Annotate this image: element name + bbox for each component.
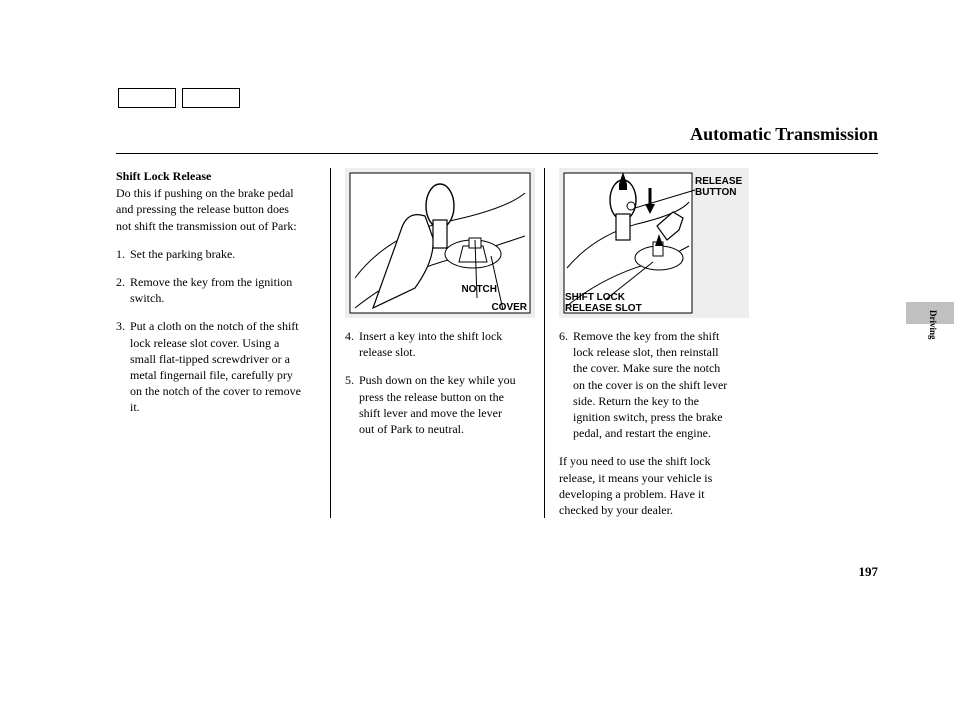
step-text: Put a cloth on the notch of the shift lo… <box>130 318 306 415</box>
steps-6: 6. Remove the key from the shift lock re… <box>559 328 734 441</box>
steps-4-5: 4. Insert a key into the shift lock rele… <box>345 328 520 437</box>
step-2: 2. Remove the key from the ignition swit… <box>116 274 306 306</box>
step-text: Remove the key from the shift lock relea… <box>573 328 734 441</box>
step-num: 5. <box>345 372 359 437</box>
step-3: 3. Put a cloth on the notch of the shift… <box>116 318 306 415</box>
step-num: 6. <box>559 328 573 441</box>
callout-cover: COVER <box>491 301 527 315</box>
page-title: Automatic Transmission <box>116 124 900 145</box>
step-1: 1. Set the parking brake. <box>116 246 306 262</box>
shift-lock-heading: Shift Lock Release <box>116 168 306 184</box>
step-text: Remove the key from the ignition switch. <box>130 274 306 306</box>
step-text: Insert a key into the shift lock release… <box>359 328 520 360</box>
header-box-2 <box>182 88 240 108</box>
step-num: 4. <box>345 328 359 360</box>
step-6: 6. Remove the key from the shift lock re… <box>559 328 734 441</box>
step-text: Set the parking brake. <box>130 246 306 262</box>
closing-paragraph: If you need to use the shift lock releas… <box>559 453 734 518</box>
step-num: 1. <box>116 246 130 262</box>
title-rule <box>116 153 878 154</box>
content-columns: Shift Lock Release Do this if pushing on… <box>116 168 900 518</box>
side-label: Driving <box>928 310 938 340</box>
step-4: 4. Insert a key into the shift lock rele… <box>345 328 520 360</box>
callout-notch: NOTCH <box>461 283 497 297</box>
column-3: RELEASE BUTTON SHIFT LOCK RELEASE SLOT 6… <box>544 168 744 518</box>
manual-page: Automatic Transmission Shift Lock Releas… <box>0 0 954 710</box>
header-boxes <box>118 88 240 108</box>
step-num: 3. <box>116 318 130 415</box>
intro-paragraph: Do this if pushing on the brake pedal an… <box>116 185 306 234</box>
callout-release-slot: SHIFT LOCK RELEASE SLOT <box>565 292 645 314</box>
notch-cover-illustration <box>345 168 535 318</box>
diagram-notch-cover: NOTCH COVER <box>345 168 535 318</box>
callout-release-button: RELEASE BUTTON <box>695 176 743 198</box>
step-text: Push down on the key while you press the… <box>359 372 520 437</box>
header-box-1 <box>118 88 176 108</box>
page-number: 197 <box>859 564 879 580</box>
steps-1-3: 1. Set the parking brake. 2. Remove the … <box>116 246 306 416</box>
step-num: 2. <box>116 274 130 306</box>
column-1: Shift Lock Release Do this if pushing on… <box>116 168 316 518</box>
step-5: 5. Push down on the key while you press … <box>345 372 520 437</box>
column-2: NOTCH COVER 4. Insert a key into the shi… <box>330 168 530 518</box>
diagram-release-slot: RELEASE BUTTON SHIFT LOCK RELEASE SLOT <box>559 168 749 318</box>
